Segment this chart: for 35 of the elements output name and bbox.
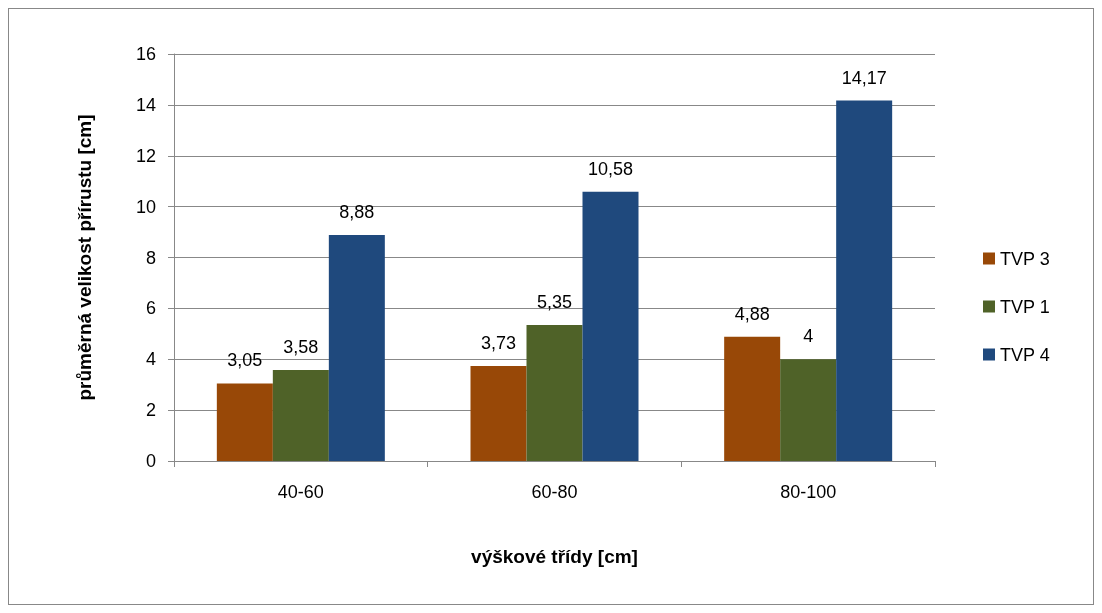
bar <box>582 191 639 461</box>
bar <box>328 235 385 461</box>
y-tick-label: 8 <box>145 247 156 268</box>
y-tick-label: 0 <box>145 451 156 471</box>
bar <box>272 369 329 461</box>
data-label: 3,58 <box>283 336 319 357</box>
x-tick-label: 80-100 <box>780 482 837 502</box>
data-label: 8,88 <box>339 202 375 223</box>
y-tick-label: 12 <box>135 145 156 166</box>
y-tick-label: 4 <box>145 349 156 370</box>
data-label: 5,35 <box>536 291 573 312</box>
y-tick-label: 10 <box>135 196 156 217</box>
bar <box>216 383 273 461</box>
bar <box>526 324 583 461</box>
x-tick-label: 60-80 <box>531 482 578 502</box>
bar <box>836 100 893 461</box>
x-axis-title: výškové třídy [cm] <box>471 546 638 567</box>
x-tick-label: 40-60 <box>277 482 324 502</box>
y-tick-label: 6 <box>145 298 156 319</box>
data-label: 3,05 <box>227 350 263 371</box>
bar <box>470 366 527 461</box>
y-axis-title: průměrná velikost přírustu [cm] <box>74 114 95 401</box>
data-label: 10,58 <box>587 158 634 179</box>
y-tick-label: 14 <box>135 94 156 115</box>
data-label: 4,88 <box>734 303 770 324</box>
data-label: 4 <box>803 326 814 347</box>
data-label: 3,73 <box>480 333 517 354</box>
legend-label: TVP 3 <box>999 248 1050 269</box>
legend-label: TVP 1 <box>999 296 1050 317</box>
bar <box>724 336 781 461</box>
bar <box>780 359 837 461</box>
y-tick-label: 16 <box>135 44 156 64</box>
y-tick-label: 2 <box>145 400 156 421</box>
legend-label: TVP 4 <box>999 344 1050 365</box>
data-label: 14,17 <box>841 67 887 88</box>
